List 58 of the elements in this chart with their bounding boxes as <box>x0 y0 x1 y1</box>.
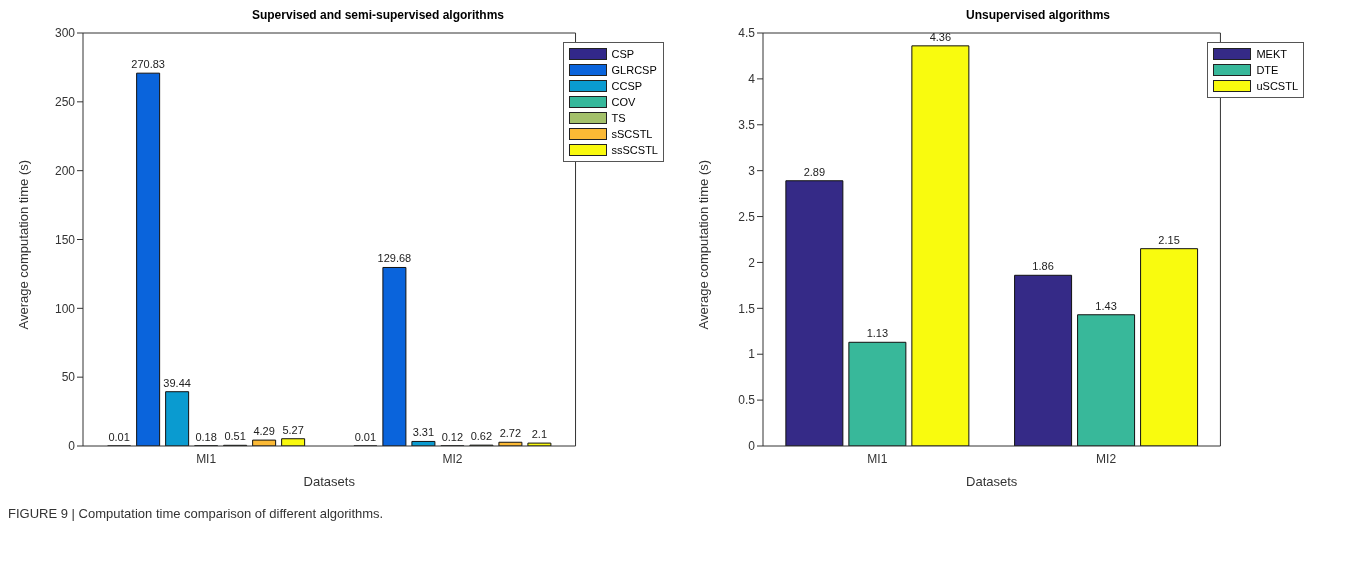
data-label: 0.51 <box>224 430 246 443</box>
chart-title: Unsupervised algorithms <box>964 8 1111 24</box>
data-label: 0.01 <box>354 430 377 443</box>
y-tick-label: 4 <box>748 72 756 87</box>
legend-label: sSCSTL <box>611 128 653 140</box>
data-label: 0.18 <box>195 430 217 443</box>
y-tick-label: 50 <box>61 370 76 385</box>
x-tick-label: MI2 <box>1096 451 1117 466</box>
chart-title: Supervised and semi-supervised algorithms <box>250 8 506 24</box>
y-tick-label: 3.5 <box>738 118 756 133</box>
data-label: 2.72 <box>499 427 522 440</box>
caption: FIGURE 9 | Computation time comparison of different algorithms. <box>8 506 385 521</box>
y-tick-label: 0 <box>748 439 756 454</box>
x-axis-title: Datasets <box>303 474 356 489</box>
legend-label: GLRCSP <box>611 64 657 76</box>
y-tick-label: 100 <box>54 301 76 316</box>
y-tick-label: 1.5 <box>738 301 756 316</box>
data-label: 1.13 <box>866 327 889 340</box>
y-tick-label: 300 <box>54 26 76 41</box>
y-tick-label: 150 <box>54 232 76 247</box>
legend-label: MEKT <box>1256 48 1287 60</box>
legend-label: TS <box>611 112 626 124</box>
data-label: 129.68 <box>377 252 412 265</box>
y-tick-label: 0 <box>68 439 76 454</box>
data-label: 4.29 <box>253 425 275 438</box>
data-label: 4.36 <box>929 30 952 43</box>
data-label: 1.43 <box>1095 299 1117 312</box>
legend-label: COV <box>611 96 636 108</box>
y-tick-label: 2 <box>748 255 756 270</box>
data-label: 0.62 <box>470 430 493 443</box>
data-label: 0.01 <box>108 430 130 443</box>
y-tick-label: 1 <box>748 347 756 362</box>
y-axis-title: Average computation time (s) <box>695 159 711 330</box>
data-label: 2.15 <box>1158 233 1180 246</box>
legend-label: DTE <box>1256 64 1279 76</box>
data-label: 2.89 <box>803 165 826 178</box>
data-label: 0.12 <box>441 430 464 443</box>
data-label: 1.86 <box>1032 260 1054 273</box>
y-tick-label: 250 <box>54 95 76 110</box>
y-tick-label: 200 <box>54 163 76 178</box>
y-tick-label: 0.5 <box>738 393 756 408</box>
data-label: 3.31 <box>412 426 435 439</box>
x-tick-label: MI2 <box>442 451 463 466</box>
legend-label: uSCSTL <box>1256 80 1298 92</box>
y-axis-title: Average computation time (s) <box>15 159 31 330</box>
data-label: 5.27 <box>282 423 304 436</box>
y-tick-label: 4.5 <box>738 26 756 41</box>
y-tick-label: 2.5 <box>738 209 756 224</box>
legend-label: CCSP <box>611 80 643 92</box>
legend-label: ssSCSTL <box>611 144 658 156</box>
data-label: 270.83 <box>131 58 165 71</box>
y-tick-label: 3 <box>748 163 756 178</box>
x-tick-label: MI1 <box>867 451 888 466</box>
data-label: 39.44 <box>163 376 191 389</box>
data-label: 2.1 <box>531 428 548 441</box>
legend-label: CSP <box>611 48 635 60</box>
x-tick-label: MI1 <box>196 451 217 466</box>
x-axis-title: Datasets <box>966 474 1018 489</box>
